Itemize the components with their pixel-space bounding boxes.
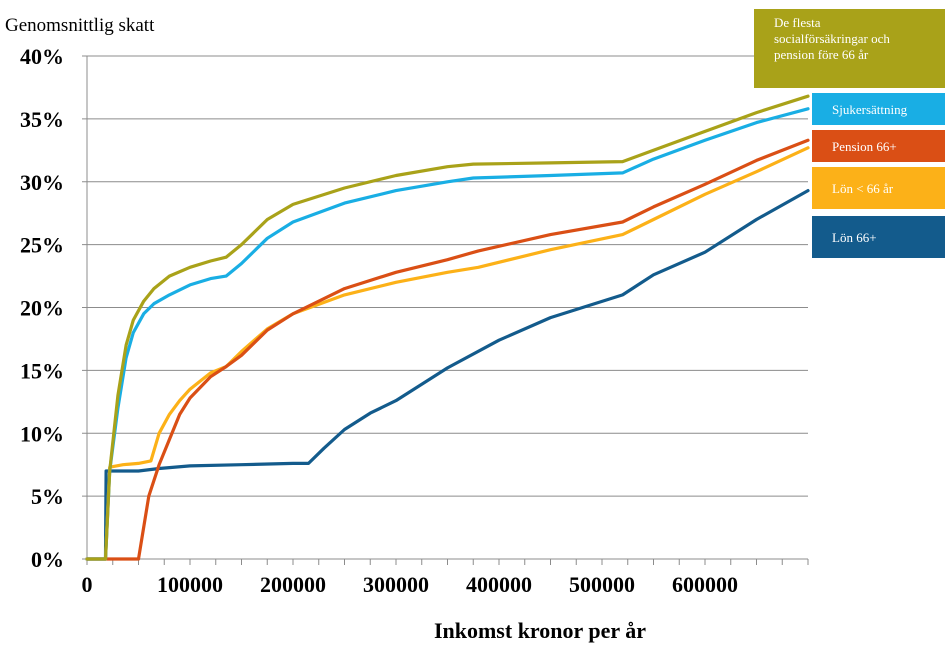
legend-swatch (754, 9, 945, 88)
x-tick-label: 200000 (260, 572, 326, 597)
legend-label: Lön < 66 år (832, 181, 894, 196)
x-tick-labels: 0 100000 200000 300000 400000 500000 600000 (82, 572, 739, 597)
y-tick-label: 0% (31, 547, 64, 572)
legend: De flesta socialförsäkringar och pension f… (754, 9, 945, 258)
y-tick-label: 30% (20, 170, 64, 195)
x-tick-label: 600000 (672, 572, 738, 597)
y-tick-label: 20% (20, 296, 64, 321)
y-tick-labels: 0% 5% 10% 15% 20% 25% 30% 35% 40% (20, 44, 64, 572)
series-line (85, 138, 810, 561)
y-tick-label: 25% (20, 233, 64, 258)
x-tick-label: 100000 (157, 572, 223, 597)
y-tick-label: 35% (20, 107, 64, 132)
series-lines (85, 94, 810, 561)
series-line (85, 189, 810, 561)
legend-label: De flesta socialförsäkringar och pension f… (774, 15, 890, 62)
x-tick-label: 400000 (466, 572, 532, 597)
x-axis-label: Inkomst kronor per år (434, 618, 646, 643)
legend-swatch (812, 93, 945, 125)
y-tick-label: 15% (20, 358, 64, 383)
legend-label: Lön 66+ (832, 230, 877, 245)
series-line (85, 94, 810, 561)
gridlines (87, 55, 808, 497)
x-tick-label: 0 (82, 572, 93, 597)
y-axis-label: Genomsnittlig skatt (5, 15, 155, 36)
legend-swatch (812, 216, 945, 258)
y-tick-label: 5% (31, 484, 64, 509)
legend-swatch (812, 130, 945, 162)
x-tick-label: 500000 (569, 572, 635, 597)
legend-label: Sjukersättning (832, 102, 908, 117)
series-line (85, 107, 810, 561)
series-line (103, 146, 810, 561)
y-tick-label: 10% (20, 421, 64, 446)
legend-swatch (812, 167, 945, 209)
y-tick-label: 40% (20, 44, 64, 69)
legend-label: Pension 66+ (832, 139, 897, 154)
x-tick-label: 300000 (363, 572, 429, 597)
